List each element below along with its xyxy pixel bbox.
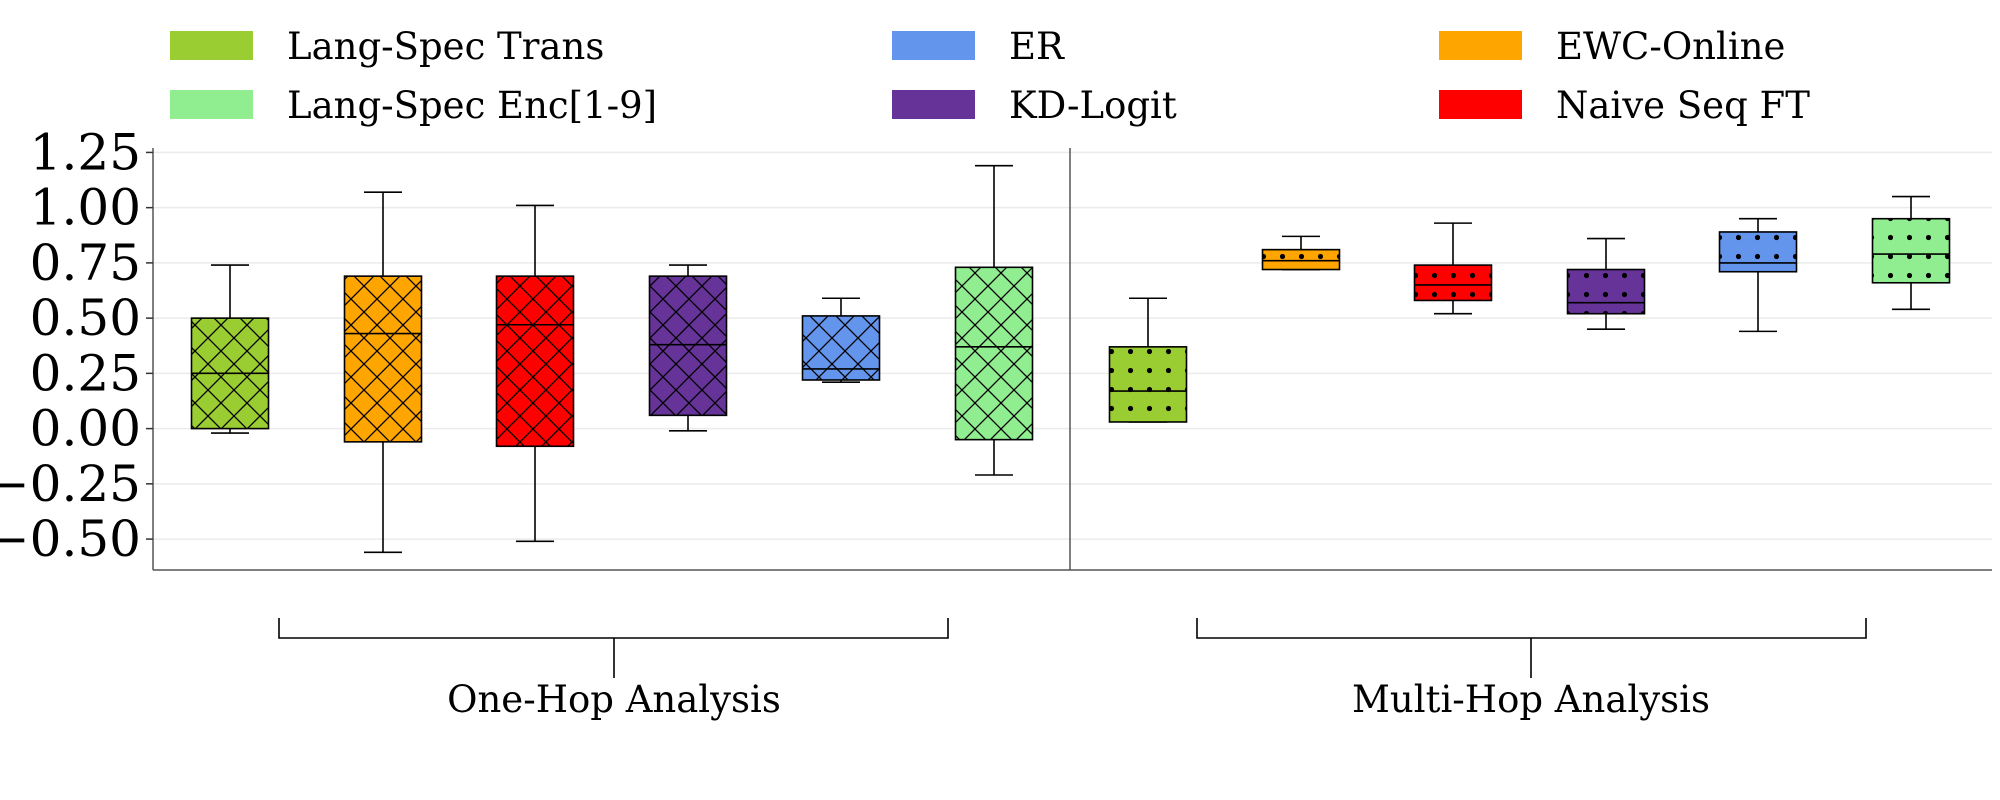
y-tick-label: 0.75 [30,234,141,292]
box-hatch [955,267,1033,440]
legend-swatch [1439,90,1522,119]
y-tick-label: 0.50 [30,289,141,347]
grid-lines [153,151,1992,540]
y-tick-label: 1.25 [30,123,141,181]
legend-label: ER [1009,25,1065,68]
legend-swatch [892,90,975,119]
box-kd-logit [648,264,728,432]
box-hatch [1262,249,1340,270]
y-tick-label: −0.25 [0,455,141,513]
box-naive-seq-ft [1413,222,1493,315]
box-outline [343,275,423,443]
box-lang-spec-enc-1-9- [954,164,1034,476]
legend-swatch [170,90,253,119]
box-ewc-online [1261,235,1341,271]
legend-label: EWC-Online [1556,25,1785,68]
legend-swatch [1439,31,1522,60]
bracket-line [1196,618,1867,639]
y-axis-ticks: 1.251.000.750.500.250.00−0.25−0.50 [0,123,153,568]
box-er [1718,217,1798,333]
box-hatch [1719,231,1797,272]
group-bracket: Multi-Hop Analysis [1196,618,1867,721]
box-ewc-online [343,191,423,554]
box-outline [1871,217,1951,284]
group-bracket: One-Hop Analysis [278,618,949,721]
box-lang-spec-enc-1-9- [1871,195,1951,311]
legend-item: ER [892,25,1065,68]
box-series [190,164,1951,554]
box-hatch [1109,346,1187,422]
box-lang-spec-trans [190,264,270,434]
bracket-line [278,618,949,639]
legend-swatch [892,31,975,60]
box-kd-logit [1566,237,1646,330]
legend-label: Lang-Spec Enc[1-9] [287,84,657,127]
box-hatch [1872,218,1950,283]
box-hatch [344,276,422,442]
axes [152,148,1992,571]
box-hatch [649,276,727,416]
y-tick-label: 1.00 [30,179,141,237]
box-lang-spec-trans [1108,297,1188,423]
legend-label: Naive Seq FT [1556,84,1810,127]
legend-item: Lang-Spec Enc[1-9] [170,84,657,127]
legend-label: Lang-Spec Trans [287,25,604,68]
y-tick-label: 0.00 [30,400,141,458]
legend-swatch [170,31,253,60]
box-outline [801,315,881,381]
group-label: Multi-Hop Analysis [1352,678,1710,721]
box-outline [1566,268,1646,315]
group-brackets: One-Hop Analysis Multi-Hop Analysis [278,618,1867,721]
box-outline [1718,231,1798,273]
box-er [801,297,881,383]
legend-item: EWC-Online [1439,25,1785,68]
box-outline [1108,346,1188,423]
box-outline [1261,248,1341,271]
legend-item: Lang-Spec Trans [170,25,604,68]
box-hatch [496,276,574,447]
y-tick-label: −0.50 [0,510,141,568]
box-naive-seq-ft [495,204,575,543]
box-hatch [1414,265,1492,301]
box-outline [954,266,1034,441]
y-tick-label: 0.25 [30,344,141,402]
legend-label: KD-Logit [1009,84,1177,127]
box-outline [648,275,728,417]
box-hatch [1567,269,1645,314]
box-outline [495,275,575,448]
legend: Lang-Spec Trans ER EWC-Online Lang-Spec Enc… [170,25,1810,127]
box-outline [1413,264,1493,302]
legend-item: KD-Logit [892,84,1177,127]
group-label: One-Hop Analysis [447,678,781,721]
legend-item: Naive Seq FT [1439,84,1810,127]
box-hatch [802,315,880,380]
